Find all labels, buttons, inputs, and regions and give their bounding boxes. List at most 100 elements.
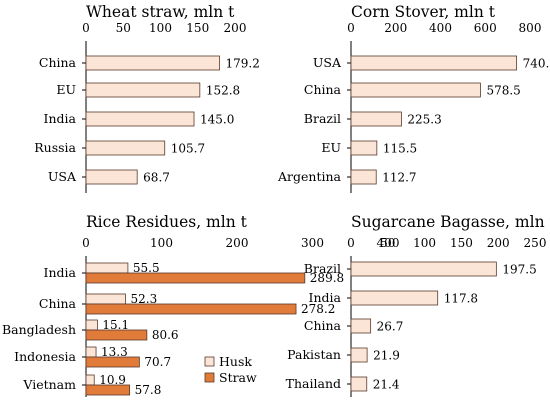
data-label: 57.8 — [135, 383, 162, 397]
category-label: Argentina — [277, 169, 342, 184]
x-tick-label: 200 — [384, 21, 407, 35]
x-tick-label: 100 — [149, 21, 172, 35]
data-label: 13.3 — [101, 345, 128, 359]
category-label: China — [304, 82, 342, 97]
data-label: 179.2 — [226, 57, 260, 71]
data-label: 26.7 — [377, 320, 404, 334]
data-label: 52.3 — [130, 292, 157, 306]
category-label: USA — [48, 169, 77, 184]
data-label: 289.8 — [310, 271, 344, 285]
x-tick-label: 400 — [429, 21, 452, 35]
x-tick-label: 0 — [82, 21, 90, 35]
x-tick-label: 250 — [524, 236, 547, 250]
x-tick-label: 200 — [487, 236, 510, 250]
category-label: Bangladesh — [2, 322, 76, 337]
chart-title: Sugarcane Bagasse, mln t — [351, 213, 550, 231]
data-label: 70.7 — [144, 355, 171, 369]
legend-swatch — [204, 356, 215, 367]
category-label: Brazil — [304, 261, 341, 276]
x-tick-label: 0 — [82, 236, 90, 250]
category-label: India — [309, 290, 342, 305]
data-label: 10.9 — [99, 373, 126, 387]
bar — [350, 169, 377, 185]
bar — [85, 169, 138, 185]
category-label: Indonesia — [14, 349, 76, 364]
legend-swatch — [204, 372, 215, 383]
chart-panel-1: Wheat straw, mln t0 50 100 150 200 China EU Ind… — [34, 3, 260, 193]
category-label: China — [39, 55, 77, 70]
bar — [350, 82, 481, 98]
x-tick-label: 300 — [301, 236, 324, 250]
data-label: 115.5 — [383, 142, 417, 156]
category-label: EU — [56, 82, 76, 97]
data-label: 21.4 — [373, 378, 400, 392]
data-label: 145.0 — [200, 113, 234, 127]
bar-husk — [85, 374, 95, 386]
x-tick-label: 600 — [474, 21, 497, 35]
bar-straw — [85, 329, 148, 341]
legend-label: Straw — [219, 370, 257, 385]
x-tick-label: 200 — [226, 236, 249, 250]
category-label: Brazil — [304, 111, 341, 126]
category-label: Vietnam — [22, 377, 76, 392]
category-label: China — [39, 296, 77, 311]
category-label: India — [44, 111, 77, 126]
x-tick-label: 0 — [347, 21, 355, 35]
bar — [350, 261, 497, 277]
chart-title: Corn Stover, mln t — [351, 3, 496, 21]
bar — [350, 111, 402, 127]
data-label: 105.7 — [171, 142, 205, 156]
x-tick-label: 100 — [413, 236, 436, 250]
bar — [350, 290, 439, 306]
bar-husk — [85, 262, 129, 274]
data-label: 740.2 — [523, 57, 550, 71]
bar — [350, 140, 378, 156]
data-label: 80.6 — [152, 328, 179, 342]
x-tick-label: 0 — [347, 236, 355, 250]
category-label: EU — [321, 140, 341, 155]
x-tick-label: 800 — [519, 21, 542, 35]
bar-husk — [85, 293, 126, 305]
category-label: Pakistan — [287, 347, 341, 362]
chart-panel-2: Corn Stover, mln t0 200 400 600 800 USA China B… — [277, 3, 550, 193]
data-label: 21.9 — [373, 349, 400, 363]
chart-panel-4: Sugarcane Bagasse, mln t 0 50 100 150 200 250 B… — [286, 213, 550, 397]
data-label: 15.1 — [102, 318, 129, 332]
data-label: 578.5 — [486, 84, 520, 98]
x-tick-label: 50 — [116, 21, 131, 35]
data-label: 55.5 — [133, 261, 160, 275]
bar-straw — [85, 272, 306, 284]
bar — [350, 347, 368, 363]
chart-title: Rice Residues, mln t — [86, 213, 248, 231]
bar-husk — [85, 319, 98, 331]
data-label: 117.8 — [444, 292, 478, 306]
data-label: 112.7 — [382, 171, 416, 185]
data-label: 197.5 — [502, 263, 536, 277]
x-tick-label: 150 — [450, 236, 473, 250]
category-label: China — [304, 318, 342, 333]
x-tick-label: 400 — [377, 236, 400, 250]
bar-husk — [85, 346, 97, 358]
bar-straw — [85, 384, 131, 396]
chart-panel-3: Rice Residues, mln t 0 100 200 300 400 India Ch… — [2, 213, 399, 397]
category-label: Russia — [34, 140, 76, 155]
chart-title: Wheat straw, mln t — [86, 3, 235, 21]
category-label: Thailand — [286, 376, 341, 391]
bar-straw — [85, 356, 140, 368]
bar — [350, 55, 518, 71]
x-tick-label: 50 — [380, 236, 395, 250]
category-label: USA — [313, 55, 342, 70]
bar — [85, 55, 220, 71]
data-label: 152.8 — [206, 84, 240, 98]
data-label: 278.2 — [301, 302, 335, 316]
data-label: 225.3 — [407, 113, 441, 127]
bar — [85, 82, 201, 98]
category-label: India — [44, 265, 77, 280]
bar — [350, 376, 368, 392]
bar — [350, 318, 372, 334]
bar-straw — [85, 303, 297, 315]
x-tick-label: 200 — [224, 21, 247, 35]
bar — [85, 111, 195, 127]
